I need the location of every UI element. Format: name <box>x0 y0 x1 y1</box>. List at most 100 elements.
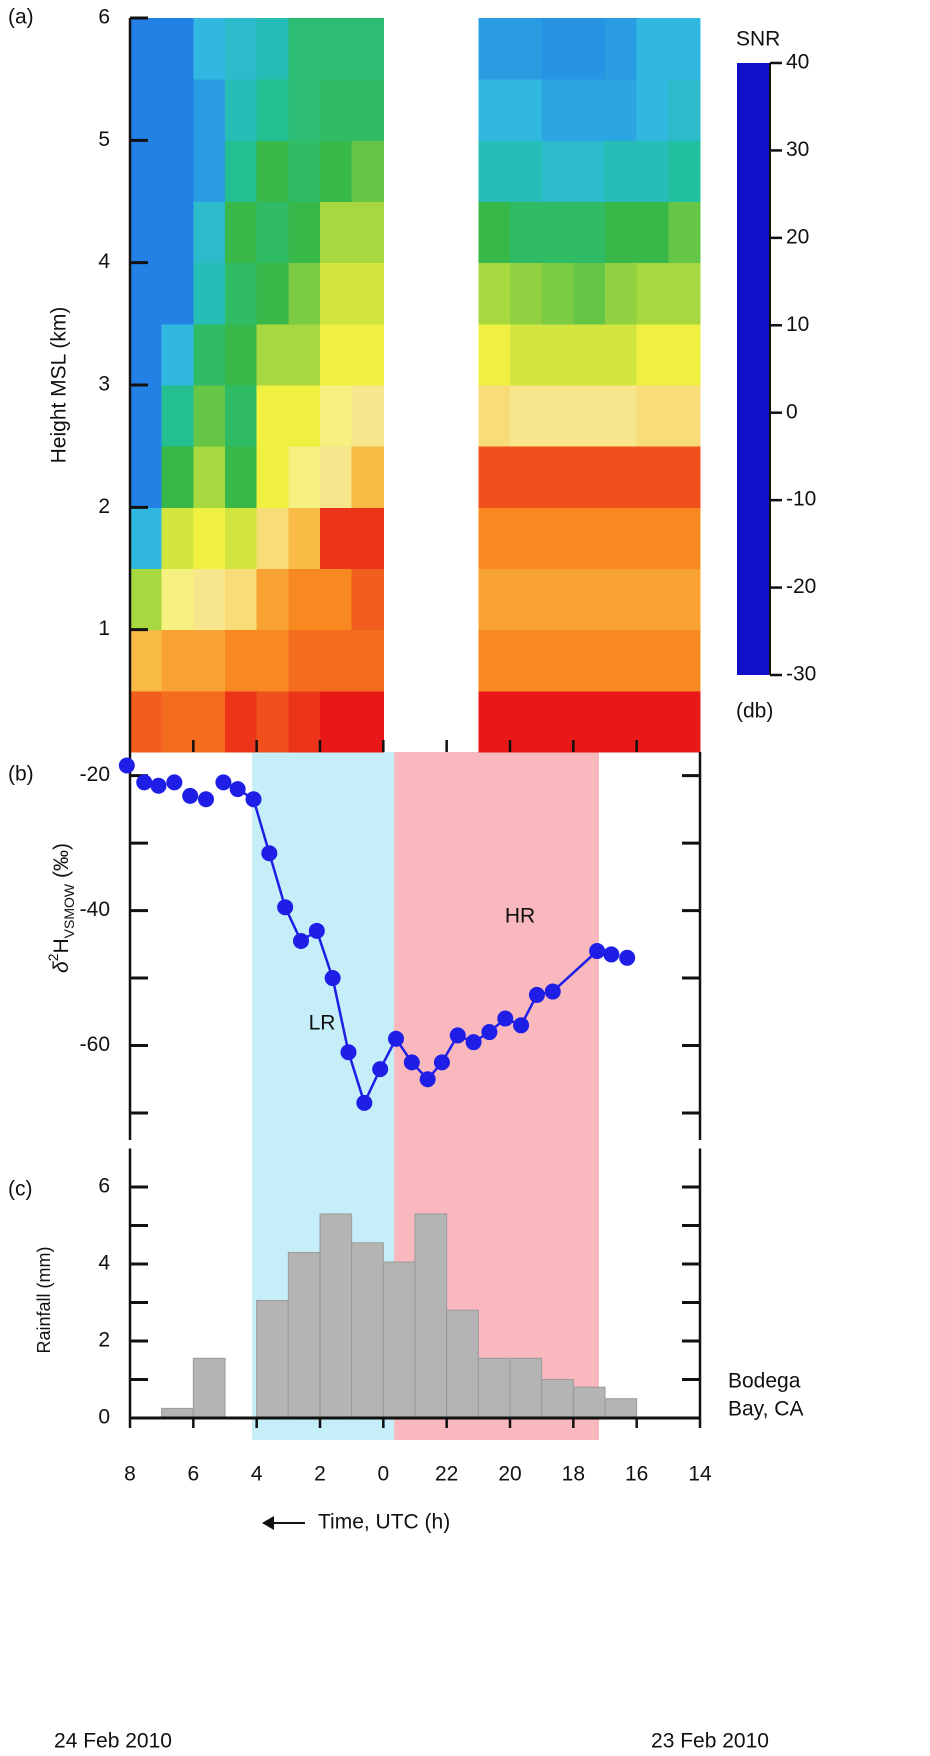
heatmap-cell <box>668 629 701 692</box>
colorbar-unit: (db) <box>736 700 773 723</box>
y-tick-label: -20 <box>80 763 110 786</box>
heatmap-cell <box>320 323 353 386</box>
y-tick-label: 6 <box>98 6 110 29</box>
heatmap-cell <box>668 568 701 631</box>
histogram-bar <box>446 1309 479 1419</box>
histogram-bar <box>287 1251 321 1419</box>
heatmap-cell <box>193 262 226 325</box>
heatmap-cell <box>605 507 638 569</box>
time-arrow-head <box>262 1516 274 1530</box>
heatmap-cell <box>225 201 258 264</box>
heatmap-cell <box>256 385 289 447</box>
heatmap-cell <box>510 446 543 508</box>
colorbar-tick-label: -20 <box>786 575 816 598</box>
heatmap-cell <box>351 629 384 692</box>
heatmap-cell <box>256 446 289 508</box>
y-axis-title-sub: VSMOW <box>61 883 77 938</box>
heatmap-cell <box>320 507 353 569</box>
heatmap-cell <box>605 629 638 692</box>
heatmap-cell <box>541 568 574 631</box>
y-axis-title: Height MSL (km) <box>48 307 71 464</box>
heatmap-cell <box>573 629 606 692</box>
histogram-bar <box>572 1386 606 1419</box>
heatmap-cell <box>320 446 353 508</box>
data-point <box>182 787 199 804</box>
y-axis-title-delta: δ <box>50 961 73 973</box>
heatmap-cell <box>225 18 258 80</box>
y-axis-title-unit: (‰) <box>50 843 73 884</box>
y-axis-title-base: H <box>50 938 73 953</box>
heatmap-cell <box>320 568 353 631</box>
heatmap-cell <box>256 140 289 202</box>
heatmap-cell <box>510 385 543 447</box>
heatmap-cell <box>541 385 574 447</box>
y-tick-label: 1 <box>98 617 110 640</box>
heatmap-cell <box>288 201 321 264</box>
heatmap-cell <box>225 385 258 447</box>
date-label: 23 Feb 2010 <box>651 1730 769 1753</box>
station-label: Bodega <box>728 1370 801 1393</box>
heatmap-cell <box>130 79 163 141</box>
heatmap-cell <box>351 18 384 80</box>
heatmap-cell <box>636 79 669 141</box>
colorbar <box>737 63 770 675</box>
heatmap-cell <box>161 690 194 753</box>
data-point <box>277 899 294 916</box>
heatmap-cell <box>605 262 638 325</box>
heatmap-cell <box>256 262 289 325</box>
histogram-bar <box>382 1261 416 1419</box>
colorbar-tick-label: -10 <box>786 488 816 511</box>
heatmap-cell <box>668 385 701 447</box>
data-point <box>198 791 214 808</box>
data-point <box>513 1017 530 1034</box>
heatmap-cell <box>193 690 226 753</box>
heatmap-cell <box>636 690 669 753</box>
heatmap-cell <box>541 262 574 325</box>
heatmap-cell <box>668 201 701 264</box>
y-tick-label: 0 <box>98 1406 110 1429</box>
heatmap-cell <box>510 18 543 80</box>
heatmap-cell <box>288 385 321 447</box>
heatmap-cell <box>541 323 574 386</box>
heatmap-cell <box>193 323 226 386</box>
heatmap-cell <box>541 507 574 569</box>
heatmap-cell <box>288 140 321 202</box>
heatmap-cell <box>605 201 638 264</box>
heatmap-cell <box>573 201 606 264</box>
data-point <box>340 1044 357 1061</box>
heatmap-cell <box>478 690 511 753</box>
heatmap-cell <box>130 201 163 264</box>
heatmap-cell <box>605 18 638 80</box>
heatmap-cell <box>668 140 701 202</box>
heatmap-cell <box>636 446 669 508</box>
heatmap-cell <box>256 79 289 141</box>
heatmap-cell <box>161 568 194 631</box>
heatmap-cell <box>478 568 511 631</box>
heatmap-cell <box>225 629 258 692</box>
heatmap-cell <box>193 18 226 80</box>
data-point <box>118 757 135 774</box>
heatmap-cell <box>605 323 638 386</box>
y-tick-label: 2 <box>98 495 110 518</box>
histogram-bar <box>509 1357 543 1419</box>
heatmap-cell <box>478 446 511 508</box>
heatmap-cell <box>541 690 574 753</box>
heatmap-cell <box>541 18 574 80</box>
heatmap-cell <box>510 140 543 202</box>
heatmap-cell <box>478 140 511 202</box>
x-tick-label: 20 <box>498 1463 521 1486</box>
heatmap-cell <box>161 629 194 692</box>
heatmap-cell <box>320 385 353 447</box>
heatmap-cell <box>668 690 701 753</box>
heatmap-cell <box>636 323 669 386</box>
y-tick-label: 2 <box>98 1329 110 1352</box>
span-label: LR <box>309 1012 336 1035</box>
heatmap-cell <box>288 446 321 508</box>
data-point <box>497 1010 514 1027</box>
heatmap-cell <box>130 323 163 386</box>
heatmap-cell <box>478 18 511 80</box>
heatmap-cell <box>193 507 226 569</box>
colorbar-tick-label: -30 <box>786 663 816 686</box>
y-tick-label: 4 <box>98 1252 110 1275</box>
